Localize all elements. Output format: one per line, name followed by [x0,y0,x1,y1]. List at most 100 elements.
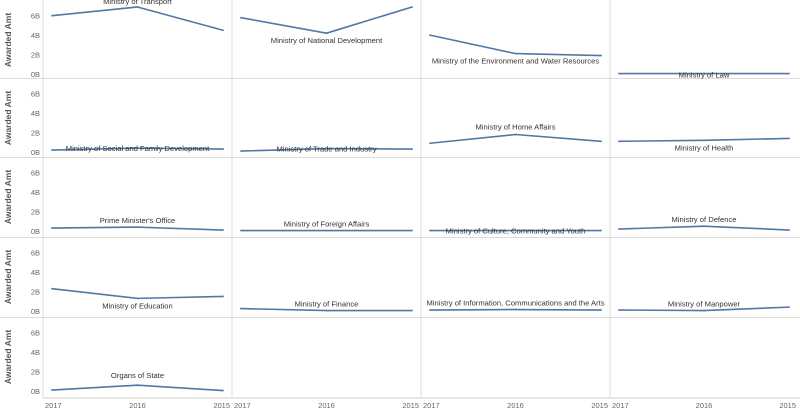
data-point [325,309,328,312]
data-point [618,140,620,143]
series-label: Ministry of Defence [672,215,737,224]
x-tick-label: 2016 [318,401,335,410]
panel-ministry-of-the-environment-and-water-resources: Ministry of the Environment and Water Re… [429,34,602,66]
x-tick-label: 2015 [779,401,796,410]
series-label: Ministry of Information, Communications … [426,299,604,308]
series-line [51,287,224,300]
series-label: Ministry of Foreign Affairs [284,220,370,229]
data-point [788,72,790,75]
y-axis-title: Awarded Amt [3,250,13,304]
data-point [600,309,602,311]
panel-ministry-of-trade-and-industry: Ministry of Trade and Industry [240,145,413,154]
y-tick-label: 6B [31,12,40,21]
data-point [600,140,602,143]
y-tick-label: 2B [31,208,40,217]
y-tick-label: 0B [31,70,40,79]
data-point [325,32,328,35]
data-point [51,149,53,151]
series-line [51,6,224,32]
x-tick-label: 2016 [696,401,713,410]
data-point [703,139,705,142]
x-tick-label: 2016 [129,401,146,410]
data-point [51,227,53,229]
panel-ministry-of-finance: Ministry of Finance [240,300,413,312]
data-point [514,308,517,311]
panel-ministry-of-manpower: Ministry of Manpower [618,300,790,312]
series-label: Prime Minister's Office [100,216,176,225]
y-tick-label: 6B [31,90,40,99]
data-point [51,389,53,391]
series-label: Ministry of Manpower [668,300,741,309]
series-line [429,133,602,145]
data-point [429,142,431,145]
data-point [703,309,705,312]
data-point [136,6,139,8]
data-point [325,147,328,150]
data-point [222,29,224,32]
data-point [411,148,413,150]
panel-ministry-of-foreign-affairs: Ministry of Foreign Affairs [240,220,413,232]
data-point [429,229,431,232]
data-point [222,148,224,150]
data-point [429,309,431,311]
panel-ministry-of-law: Ministry of Law [618,71,790,80]
y-tick-label: 0B [31,148,40,157]
y-tick-label: 2B [31,51,40,60]
panel-ministry-of-culture-community-and-youth: Ministry of Culture, Community and Youth [429,227,602,236]
series-label: Ministry of National Development [271,36,383,45]
data-point [703,225,705,228]
data-point [618,228,620,230]
data-point [136,226,139,229]
x-tick-label: 2016 [507,401,524,410]
y-tick-label: 0B [31,387,40,396]
y-axis-title: Awarded Amt [3,330,13,384]
data-point [325,229,328,232]
panel-ministry-of-national-development: Ministry of National Development [240,6,413,45]
series-line [240,6,413,35]
series-label: Ministry of Trade and Industry [276,145,376,154]
y-tick-label: 6B [31,329,40,338]
series-label: Ministry of Finance [295,300,359,309]
data-point [240,150,242,152]
data-point [514,229,517,232]
data-point [411,229,413,232]
panel-prime-minister-s-office: Prime Minister's Office [51,216,224,231]
data-point [136,384,139,387]
data-point [788,137,790,140]
data-point [514,133,517,136]
y-axis-title: Awarded Amt [3,13,13,67]
data-point [222,229,224,231]
series-label: Ministry of Culture, Community and Youth [446,227,586,236]
y-tick-label: 4B [31,109,40,118]
y-tick-label: 6B [31,249,40,258]
y-axis-title: Awarded Amt [3,91,13,145]
data-point [600,229,602,232]
panel-ministry-of-education: Ministry of Education [51,287,224,310]
x-tick-label: 2015 [402,401,419,410]
panel-ministry-of-health: Ministry of Health [618,137,790,152]
x-tick-label: 2017 [45,401,62,410]
y-tick-label: 4B [31,188,40,197]
y-tick-label: 4B [31,348,40,357]
y-tick-label: 4B [31,31,40,40]
panel-organs-of-state: Organs of State [51,371,224,392]
data-point [618,309,620,311]
data-point [222,389,224,392]
y-tick-label: 0B [31,227,40,236]
x-tick-label: 2017 [423,401,440,410]
data-point [136,147,139,150]
y-tick-label: 0B [31,307,40,316]
x-tick-label: 2015 [591,401,608,410]
series-label: Organs of State [111,371,164,380]
data-point [429,34,431,37]
data-point [240,307,242,310]
data-point [51,287,53,290]
panel-ministry-of-defence: Ministry of Defence [618,215,790,231]
data-point [600,54,602,57]
series-label: Ministry of Education [102,301,172,310]
panel-ministry-of-information-communications-and-the-arts: Ministry of Information, Communications … [426,299,605,311]
panel-ministry-of-social-and-family-development: Ministry of Social and Family Developmen… [51,144,224,153]
data-point [222,295,224,298]
series-label: Ministry of Transport [103,0,173,6]
